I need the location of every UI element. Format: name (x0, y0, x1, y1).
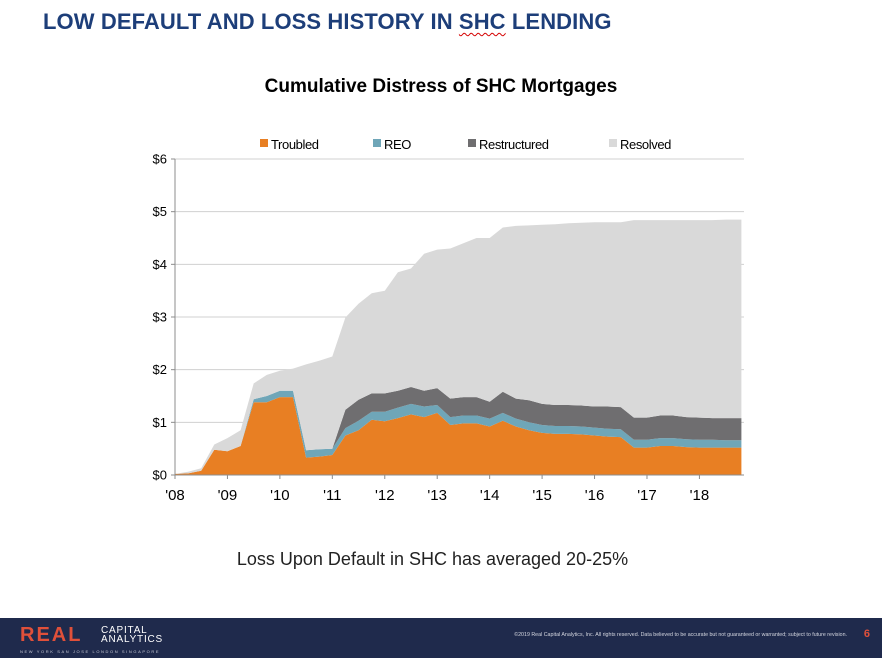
x-tick-label: '08 (165, 487, 185, 504)
logo-brand: REAL (20, 624, 83, 646)
slide-title-shc: SHC (458, 9, 506, 34)
copyright-notice: ©2019 Real Capital Analytics, Inc. All r… (514, 632, 847, 638)
stacked-area-chart: $0 $1 $2 $3 $4 $5 $6 '08 '09 '10 '11 '12 '13 '14 '15 '1… (153, 137, 744, 504)
logo-wordmark: CAPITAL ANALYTICS (101, 625, 164, 645)
y-tick-label: $5 (153, 204, 167, 219)
logo-line-capital: CAPITAL (101, 625, 148, 636)
y-tick-label: $4 (153, 257, 167, 272)
area-restructured (175, 387, 742, 474)
logo-cities: NEW YORK SAN JOSE LONDON SINGAPORE (20, 649, 161, 654)
x-tick-label: '18 (690, 487, 710, 504)
slide-title-end: LENDING (505, 9, 612, 34)
y-tick-label: $2 (153, 362, 167, 377)
legend-swatch-reo (373, 139, 381, 147)
page-number: 6 (863, 628, 870, 640)
x-tick-label: '09 (218, 487, 238, 504)
slide-title-main: LOW DEFAULT AND LOSS HISTORY IN (43, 9, 459, 34)
y-tick-label: $1 (153, 415, 167, 430)
x-tick-label: '16 (585, 487, 605, 504)
axes: $0 $1 $2 $3 $4 $5 $6 '08 '09 '10 '11 '12 '13 '14 '15 '1… (153, 152, 744, 504)
legend-label-restructured: Restructured (479, 137, 549, 152)
legend-swatch-restructured (468, 139, 476, 147)
y-tick-label: $6 (153, 152, 167, 167)
x-tick-label: '11 (323, 487, 341, 504)
area-troubled (175, 397, 742, 475)
area-reo (175, 390, 742, 474)
loss-footnote: Loss Upon Default in SHC has averaged 20… (236, 549, 629, 569)
legend-swatch-resolved (609, 139, 617, 147)
x-tick-label: '10 (270, 487, 290, 504)
legend-label-troubled: Troubled (271, 137, 319, 152)
legend: Troubled REO Restructured Resolved (260, 137, 672, 152)
y-tick-label: $3 (153, 310, 167, 325)
company-logo: REAL (20, 624, 82, 647)
logo-line-analytics: ANALYTICS (101, 634, 164, 645)
x-tick-label: '13 (427, 487, 447, 504)
footer-bar: REAL CAPITAL ANALYTICS NEW YORK SAN JOSE… (0, 618, 882, 658)
chart-title: Cumulative Distress of SHC Mortgages (264, 76, 618, 97)
legend-label-reo: REO (384, 137, 411, 152)
area-series (175, 219, 742, 475)
area-resolved (175, 219, 742, 474)
x-tick-label: '17 (637, 487, 657, 504)
y-tick-label: $0 (153, 468, 167, 483)
slide-title: LOW DEFAULT AND LOSS HISTORY IN SHC LEND… (43, 9, 612, 35)
x-tick-label: '15 (532, 487, 552, 504)
x-tick-label: '14 (480, 487, 500, 504)
legend-swatch-troubled (260, 139, 268, 147)
legend-label-resolved: Resolved (620, 137, 671, 152)
x-tick-label: '12 (375, 487, 395, 504)
